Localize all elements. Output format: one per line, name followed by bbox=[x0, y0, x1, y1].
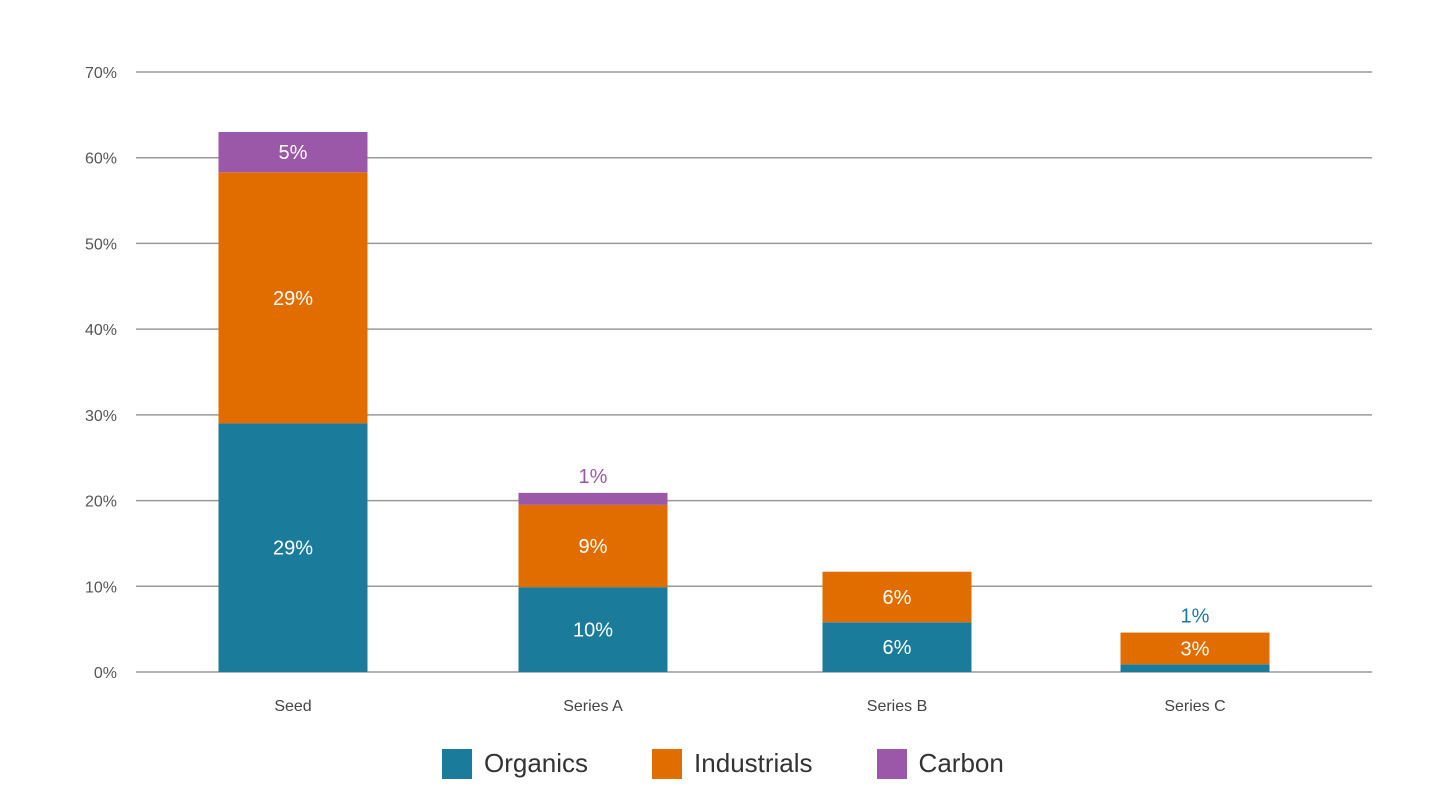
data-label: 6% bbox=[883, 637, 912, 659]
bar-segment-industrials bbox=[218, 172, 368, 424]
x-tick-label: Series B bbox=[867, 698, 927, 715]
data-label: 3% bbox=[1181, 638, 1210, 660]
bar-segment-organics bbox=[218, 423, 368, 672]
y-tick-label: 0% bbox=[94, 665, 117, 682]
y-tick-label: 50% bbox=[85, 236, 117, 253]
data-label: 6% bbox=[883, 587, 912, 609]
legend-item-carbon: Carbon bbox=[876, 748, 1004, 779]
legend-label: Organics bbox=[484, 748, 589, 778]
bar-segment-organics bbox=[822, 622, 972, 672]
data-label: 5% bbox=[279, 142, 308, 164]
legend-item-industrials: Industrials bbox=[652, 748, 813, 779]
y-tick-label: 40% bbox=[85, 322, 117, 339]
bar-segment-industrials bbox=[822, 571, 972, 623]
bar-segment-organics bbox=[1120, 664, 1270, 672]
bar-segment-organics bbox=[518, 587, 668, 672]
data-label: 1% bbox=[1181, 606, 1210, 628]
y-tick-label: 10% bbox=[85, 579, 117, 596]
x-tick-label: Series C bbox=[1164, 698, 1225, 715]
y-tick-label: 30% bbox=[85, 408, 117, 425]
bar-segment-carbon bbox=[218, 132, 368, 173]
legend: Organics Industrials Carbon bbox=[442, 748, 1068, 779]
y-tick-label: 20% bbox=[85, 494, 117, 511]
data-label: 9% bbox=[579, 536, 608, 558]
bar-segment-industrials bbox=[518, 504, 668, 588]
y-tick-label: 70% bbox=[85, 65, 117, 82]
legend-swatch-organics bbox=[442, 748, 472, 779]
legend-item-organics: Organics bbox=[442, 748, 588, 779]
data-label: 10% bbox=[573, 620, 613, 642]
legend-label: Carbon bbox=[918, 748, 1004, 778]
legend-swatch-industrials bbox=[652, 748, 683, 779]
bar-segment-industrials bbox=[1120, 632, 1270, 665]
x-tick-label: Seed bbox=[274, 698, 311, 715]
stacked-bar-chart: 0% 10% 20% 30% 40% 50% 60% 70% Seed 29% 29% 5% Serie… bbox=[85, 65, 1372, 715]
data-label: 29% bbox=[273, 538, 313, 560]
y-tick-label: 60% bbox=[85, 151, 117, 168]
bar-segment-carbon bbox=[518, 492, 668, 505]
legend-swatch-carbon bbox=[876, 748, 907, 779]
legend-label: Industrials bbox=[694, 748, 813, 778]
data-label: 29% bbox=[273, 288, 313, 310]
data-label: 1% bbox=[579, 466, 608, 488]
x-tick-label: Series A bbox=[563, 698, 623, 715]
